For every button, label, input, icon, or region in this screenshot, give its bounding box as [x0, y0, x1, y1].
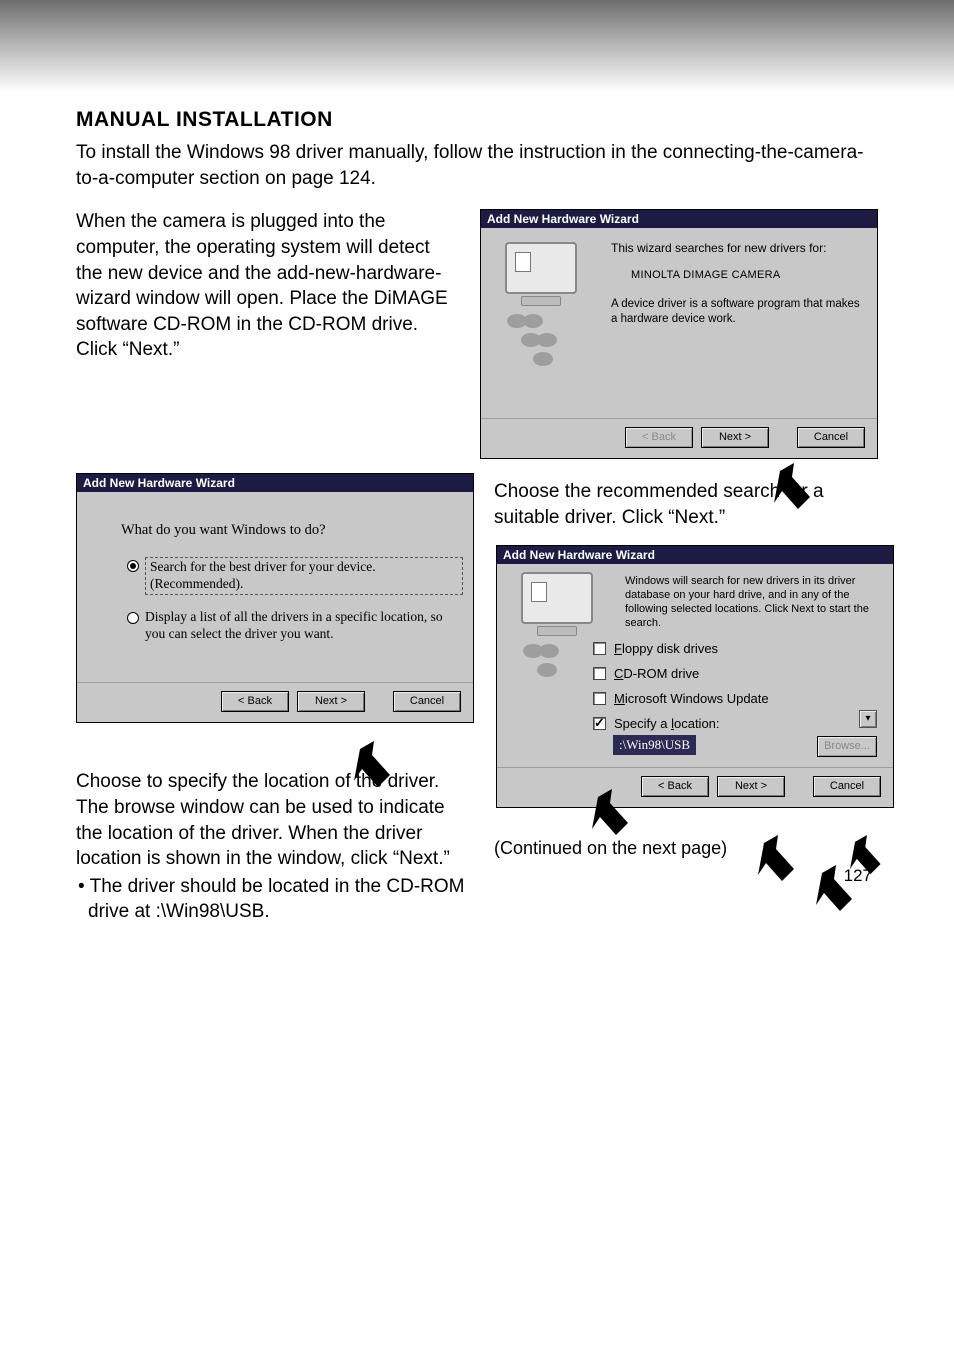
wizard3-head: Windows will search for new drivers in i… [625, 574, 881, 631]
bullet-driver-path: • The driver should be located in the CD… [76, 874, 474, 925]
radio-label-search: Search for the best driver for your devi… [145, 557, 463, 595]
wizard1-device-name: MINOLTA DIMAGE CAMERA [631, 268, 863, 283]
paragraph-specify-location: Choose to specify the location of the dr… [76, 769, 474, 872]
radio-icon [127, 560, 139, 572]
wizard-graphic [513, 572, 601, 680]
wizard1-note: A device driver is a software program th… [611, 297, 863, 327]
wizard-step3: Add New Hardware Wizard Windows will sea… [496, 545, 894, 808]
radio-label-list: Display a list of all the drivers in a s… [145, 609, 463, 643]
checkbox-icon [593, 692, 606, 705]
wizard-titlebar: Add New Hardware Wizard [77, 474, 473, 492]
back-button[interactable]: < Back [625, 427, 693, 448]
cancel-button[interactable]: Cancel [393, 691, 461, 712]
next-button[interactable]: Next > [701, 427, 769, 448]
wizard-graphic [497, 242, 585, 369]
header-gradient [0, 0, 954, 92]
checkbox-cdrom[interactable]: CD-ROM drive [593, 666, 881, 681]
radio-icon [127, 612, 139, 624]
paragraph-plug-camera: When the camera is plugged into the comp… [76, 209, 458, 363]
page-title: MANUAL INSTALLATION [76, 108, 878, 132]
radio-option-list[interactable]: Display a list of all the drivers in a s… [127, 609, 463, 643]
cancel-button[interactable]: Cancel [813, 776, 881, 797]
checkbox-label: Specify a location: [614, 716, 720, 731]
wizard-titlebar: Add New Hardware Wizard [497, 546, 893, 564]
location-input[interactable]: :\Win98\USB [613, 735, 696, 755]
back-button[interactable]: < Back [641, 776, 709, 797]
checkbox-label: Floppy disk drives [614, 641, 718, 656]
wizard-step1: Add New Hardware Wizard This wizard sear… [480, 209, 878, 459]
checkbox-windows-update[interactable]: Microsoft Windows Update [593, 691, 881, 706]
back-button[interactable]: < Back [221, 691, 289, 712]
next-button[interactable]: Next > [717, 776, 785, 797]
checkbox-icon [593, 642, 606, 655]
wizard1-line1: This wizard searches for new drivers for… [611, 240, 863, 256]
dropdown-button[interactable]: ▾ [859, 710, 877, 728]
wizard2-prompt: What do you want Windows to do? [121, 522, 463, 539]
checkbox-floppy[interactable]: Floppy disk drives [593, 641, 881, 656]
next-button[interactable]: Next > [297, 691, 365, 712]
page-number: 127 [844, 866, 872, 886]
continued-note: (Continued on the next page) [494, 838, 894, 859]
browse-button[interactable]: Browse... [817, 736, 877, 757]
radio-option-search[interactable]: Search for the best driver for your devi… [127, 557, 463, 595]
checkbox-label: CD-ROM drive [614, 666, 699, 681]
paragraph-recommend: Choose the recommended search for a suit… [494, 479, 894, 530]
checkbox-icon [593, 717, 606, 730]
wizard-titlebar: Add New Hardware Wizard [481, 210, 877, 228]
checkbox-label: Microsoft Windows Update [614, 691, 769, 706]
intro-paragraph: To install the Windows 98 driver manuall… [76, 140, 878, 191]
checkbox-specify-location[interactable]: Specify a location: [593, 716, 881, 731]
cancel-button[interactable]: Cancel [797, 427, 865, 448]
wizard-step2: Add New Hardware Wizard What do you want… [76, 473, 474, 723]
checkbox-icon [593, 667, 606, 680]
